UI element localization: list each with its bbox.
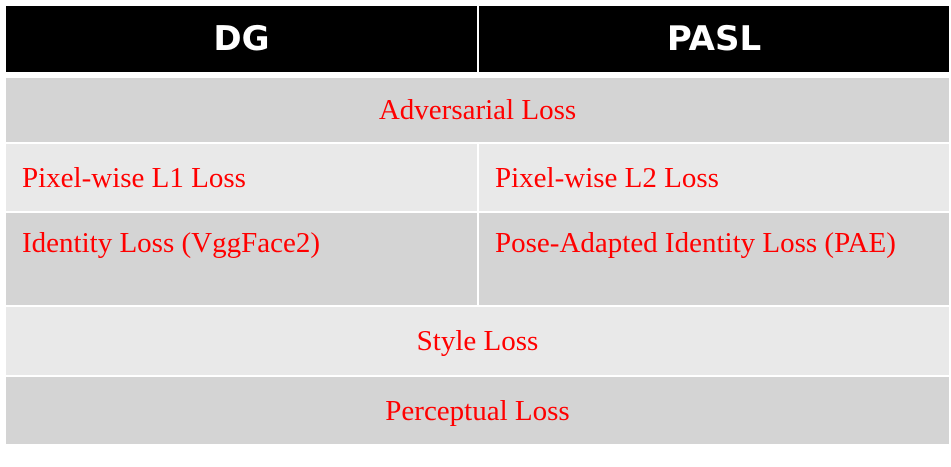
cell-pasl-pixel-loss: Pixel-wise L2 Loss (477, 142, 949, 211)
cell-pasl-identity-loss: Pose-Adapted Identity Loss (PAE) (477, 211, 949, 305)
cell-perceptual-loss: Perceptual Loss (6, 375, 949, 444)
table-row-pixel: Pixel-wise L1 Loss Pixel-wise L2 Loss (6, 142, 949, 211)
table-row-perceptual: Perceptual Loss (6, 375, 949, 444)
cell-dg-identity-loss: Identity Loss (VggFace2) (6, 211, 477, 305)
header-row: DG PASL (6, 6, 949, 76)
table-row-style: Style Loss (6, 305, 949, 375)
cell-dg-pixel-loss: Pixel-wise L1 Loss (6, 142, 477, 211)
header-pasl: PASL (477, 6, 949, 76)
cell-style-loss: Style Loss (6, 305, 949, 375)
cell-adversarial-loss: Adversarial Loss (6, 76, 949, 142)
table-row-adversarial: Adversarial Loss (6, 76, 949, 142)
loss-comparison-table: DG PASL Adversarial Loss Pixel-wise L1 L… (6, 6, 949, 444)
header-dg: DG (6, 6, 477, 76)
table-row-identity: Identity Loss (VggFace2) Pose-Adapted Id… (6, 211, 949, 305)
